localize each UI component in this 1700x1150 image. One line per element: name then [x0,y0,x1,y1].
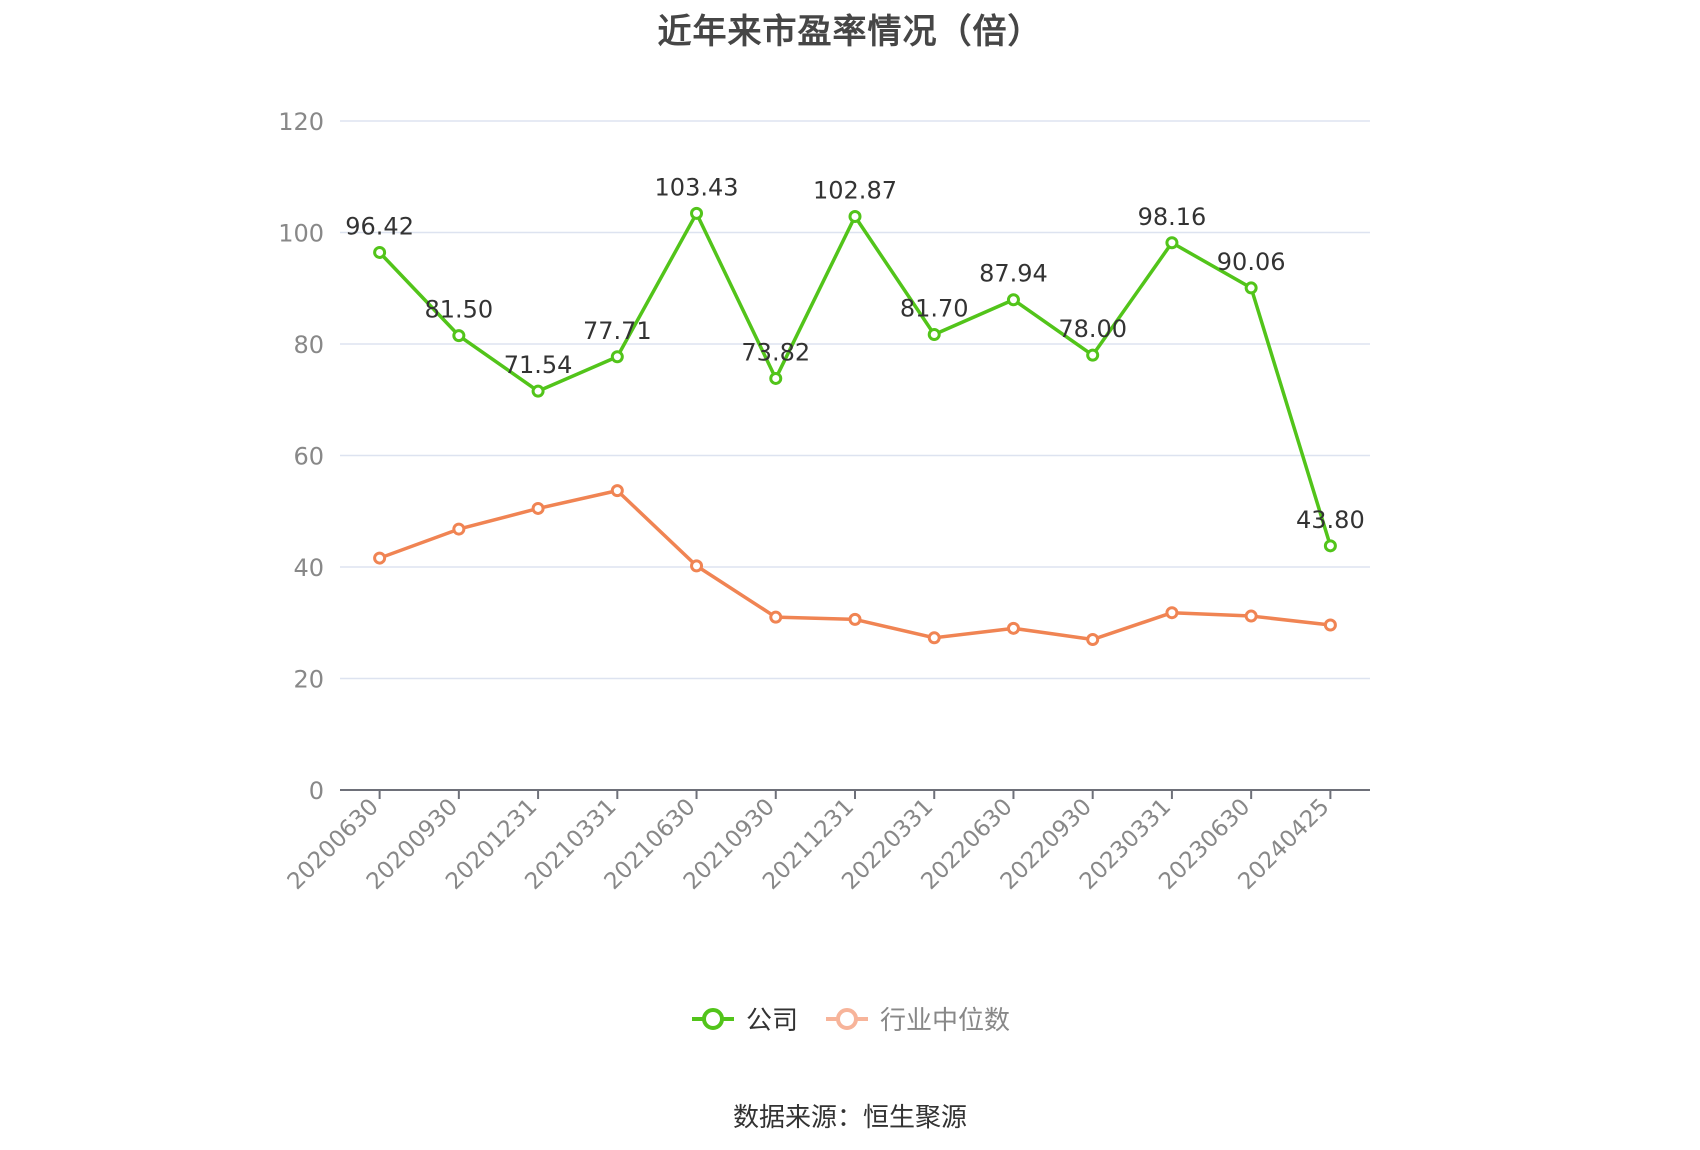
legend-item-industry-median[interactable]: 行业中位数 [824,1000,1010,1037]
legend-industry-label: 行业中位数 [880,1006,1011,1036]
y-tick-label: 20 [293,666,324,694]
data-point-industry-median [1323,618,1337,632]
y-tick-label: 60 [293,443,324,471]
legend-industry-marker-icon [826,1007,868,1030]
source-note: 数据来源：恒生聚源 [732,1103,967,1133]
y-tick-label: 80 [293,331,324,359]
data-point-industry-median [1086,632,1100,646]
chart-title: 近年来市盈率情况（倍） [657,12,1043,52]
data-point-industry-median [1006,621,1020,635]
data-label: 98.16 [1138,203,1207,231]
series-lines [373,206,1337,646]
data-label: 103.43 [655,173,739,201]
data-point-industry-median [531,501,545,515]
data-point-industry-median [373,551,387,565]
x-tick-labels: 2020063020200930202012312021033120210630… [283,794,1335,895]
series-line-company [378,211,1333,547]
data-point-industry-median [452,522,466,536]
y-tick-label: 100 [278,220,324,248]
data-point-industry-median [848,612,862,626]
data-label: 78.00 [1058,315,1127,343]
y-tick-label: 0 [309,777,324,805]
data-label: 71.54 [504,351,573,379]
data-point-industry-median [690,559,704,573]
data-point-company [769,371,783,385]
data-label: 77.71 [583,317,652,345]
data-point-company [1323,539,1337,553]
y-tick-label: 120 [278,108,324,136]
data-label: 43.80 [1296,506,1365,534]
y-tick-label: 40 [293,554,324,582]
legend: 公司 行业中位数 [0,1000,1700,1037]
legend-company-marker-icon [691,1007,734,1030]
gridlines [340,120,1370,680]
legend-item-company[interactable]: 公司 [690,1000,798,1037]
legend-company-label: 公司 [745,1006,798,1036]
data-label: 102.87 [813,176,897,204]
data-labels: 96.42 81.50 71.54 77.71 103.43 73.82 102.87 81.… [345,173,1364,533]
data-label: 87.94 [979,260,1048,288]
data-point-company [927,328,941,342]
y-tick-labels: 0 20 40 60 80 100 120 [278,108,324,805]
data-point-industry-median [610,484,624,498]
data-point-company [1006,293,1020,307]
data-label: 96.42 [345,212,414,240]
data-point-industry-median [769,610,783,624]
data-point-company [1165,236,1179,250]
data-point-company [848,209,862,223]
data-point-company [1086,348,1100,362]
data-point-industry-median [927,631,941,645]
data-point-industry-median [1244,609,1258,623]
data-label: 90.06 [1217,248,1286,276]
data-point-industry-median [1165,606,1179,620]
data-point-company [373,245,387,259]
data-point-company [1244,281,1258,295]
data-label: 81.50 [424,296,493,324]
data-point-company [452,329,466,343]
axes [340,789,1370,799]
data-label: 73.82 [741,338,810,366]
data-point-company [610,350,624,364]
data-label: 81.70 [900,295,969,323]
data-point-company [690,206,704,220]
data-point-company [531,384,545,398]
